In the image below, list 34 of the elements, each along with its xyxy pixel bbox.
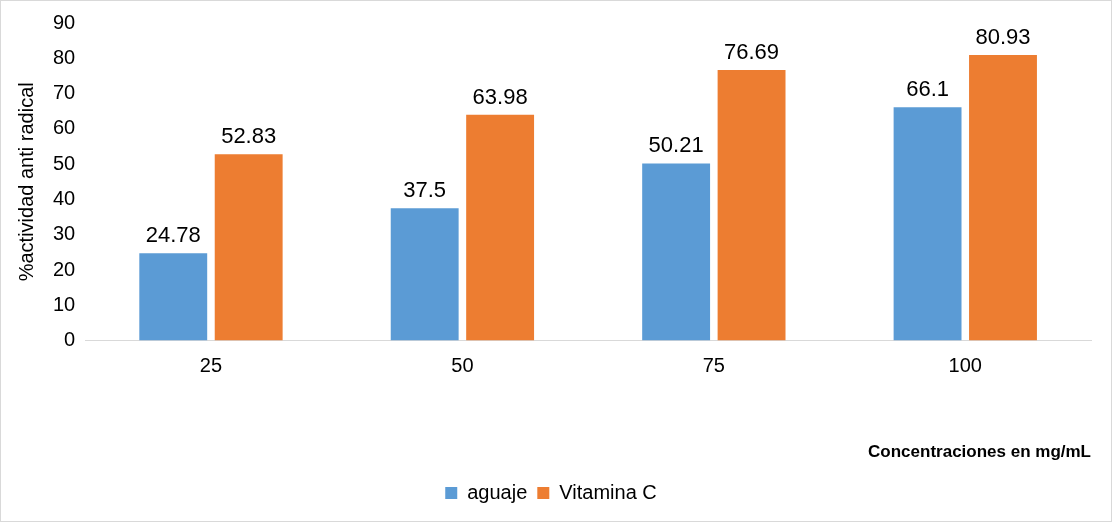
bar: [466, 114, 535, 341]
y-tick-label: 10: [53, 292, 76, 315]
bar: [893, 107, 962, 341]
data-label: 24.78: [145, 222, 201, 248]
bar: [390, 208, 459, 341]
y-tick-label: 60: [53, 116, 76, 139]
y-tick-label: 0: [64, 328, 76, 351]
x-tick-label: 50: [451, 354, 474, 377]
bar: [139, 253, 208, 341]
y-tick-label: 50: [53, 151, 76, 174]
bar: [642, 163, 711, 341]
legend-label: Vitamina C: [559, 480, 657, 503]
y-tick-label: 40: [53, 186, 76, 209]
x-axis-title: Concentraciones en mg/mL: [868, 442, 1091, 462]
bar: [214, 154, 283, 341]
data-label: 52.83: [221, 123, 277, 149]
x-tick-label: 75: [702, 354, 725, 377]
y-tick-label: 90: [53, 10, 76, 33]
data-label: 50.21: [648, 132, 704, 158]
x-tick-label: 25: [199, 354, 223, 377]
bar: [717, 69, 786, 341]
data-label: 37.5: [403, 177, 447, 203]
y-tick-label: 80: [53, 45, 76, 68]
y-tick-label: 70: [53, 81, 76, 104]
y-axis-title: %actividad anti radical: [14, 82, 37, 282]
data-label: 66.1: [906, 76, 949, 102]
data-label: 63.98: [472, 83, 528, 109]
legend-label: aguaje: [467, 480, 528, 503]
data-label: 76.69: [724, 39, 780, 65]
y-tick-label: 30: [53, 222, 76, 245]
x-tick-label: 100: [948, 354, 982, 377]
y-tick-label: 20: [53, 257, 76, 280]
data-label: 80.93: [975, 24, 1031, 50]
bar: [969, 55, 1037, 341]
